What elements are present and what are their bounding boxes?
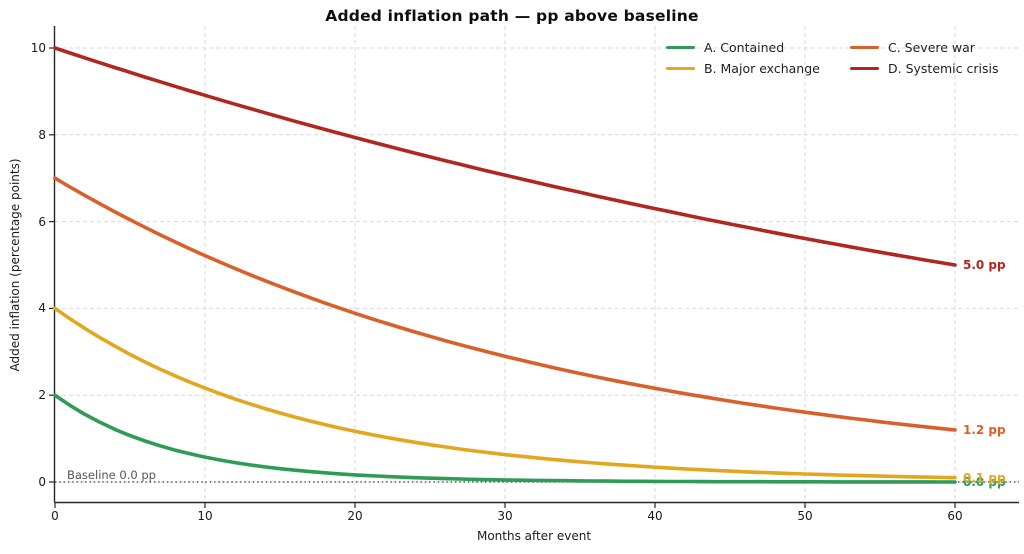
y-axis-label: Added inflation (percentage points) xyxy=(8,158,22,372)
y-tick-label: 0 xyxy=(38,475,46,489)
legend-swatch-b xyxy=(666,66,695,71)
x-tick-label: 60 xyxy=(947,509,963,523)
legend-item-a: A. Contained xyxy=(666,40,784,55)
x-tick-label: 30 xyxy=(497,509,513,523)
x-tick-label: 40 xyxy=(647,509,663,523)
series-line-a xyxy=(53,393,957,484)
series-line-d xyxy=(53,46,957,267)
y-tick-label: 2 xyxy=(38,388,46,403)
legend-label-a: A. Contained xyxy=(704,40,785,55)
series-line-b xyxy=(53,306,957,480)
end-label-a: 0.0 pp xyxy=(963,474,1006,489)
x-tick-label: 50 xyxy=(797,509,813,523)
legend-label-c: C. Severe war xyxy=(888,40,975,55)
legend-item-d: D. Systemic crisis xyxy=(850,61,999,76)
y-tick-label: 10 xyxy=(30,41,46,55)
y-tick-label: 6 xyxy=(38,214,46,229)
end-label-d: 5.0 pp xyxy=(963,258,1006,272)
x-tick-label: 20 xyxy=(347,509,363,523)
end-label-c: 1.2 pp xyxy=(963,422,1006,437)
x-axis-label: Months after event xyxy=(476,529,592,543)
legend-label-b: B. Major exchange xyxy=(704,61,820,76)
legend-label-d: D. Systemic crisis xyxy=(888,61,999,76)
legend-item-b: B. Major exchange xyxy=(666,61,820,76)
legend-swatch-a xyxy=(666,45,695,50)
x-tick-label: 0 xyxy=(51,509,59,523)
y-tick-label: 8 xyxy=(38,127,46,142)
baseline-annotation: Baseline 0.0 pp xyxy=(67,468,156,482)
legend-swatch-d xyxy=(850,66,879,71)
chart-title: Added inflation path — pp above baseline xyxy=(325,7,699,25)
x-tick-label: 10 xyxy=(197,509,213,523)
series-line-c xyxy=(53,176,957,432)
legend-item-c: C. Severe war xyxy=(850,40,975,55)
end-label-b: 0.1 pp xyxy=(963,470,1006,485)
y-tick-label: 4 xyxy=(38,301,46,316)
legend-swatch-c xyxy=(850,45,879,50)
